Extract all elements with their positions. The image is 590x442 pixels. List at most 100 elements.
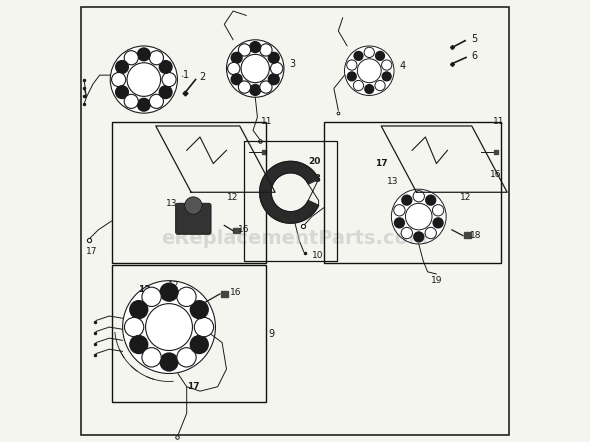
Circle shape <box>231 52 242 64</box>
Circle shape <box>124 51 138 65</box>
Circle shape <box>364 84 375 94</box>
Circle shape <box>124 317 144 337</box>
Circle shape <box>146 304 192 351</box>
Text: 16: 16 <box>238 225 250 234</box>
Circle shape <box>194 317 214 337</box>
Circle shape <box>112 72 126 87</box>
Text: 2: 2 <box>199 72 205 82</box>
Circle shape <box>268 52 280 64</box>
Text: 12: 12 <box>460 193 471 202</box>
Circle shape <box>142 287 161 306</box>
Circle shape <box>347 60 357 70</box>
Circle shape <box>413 231 424 243</box>
Circle shape <box>115 60 129 74</box>
Circle shape <box>382 60 392 70</box>
Circle shape <box>394 205 405 216</box>
Text: 16: 16 <box>230 288 241 297</box>
Text: 11: 11 <box>261 117 272 126</box>
Circle shape <box>425 194 437 206</box>
Text: 10: 10 <box>312 251 324 260</box>
Circle shape <box>189 335 209 354</box>
Circle shape <box>129 300 149 319</box>
Circle shape <box>345 46 394 95</box>
Circle shape <box>260 81 272 93</box>
Circle shape <box>149 51 163 65</box>
Polygon shape <box>464 232 471 238</box>
Text: 6: 6 <box>471 51 477 61</box>
Circle shape <box>159 352 179 372</box>
Text: 16: 16 <box>490 170 502 179</box>
Circle shape <box>375 51 385 61</box>
Circle shape <box>137 47 151 61</box>
Circle shape <box>353 51 363 61</box>
Text: 12: 12 <box>227 193 239 202</box>
Text: 17: 17 <box>187 382 199 391</box>
Text: 3: 3 <box>290 59 296 69</box>
Polygon shape <box>221 291 228 297</box>
Circle shape <box>142 348 161 367</box>
Circle shape <box>432 217 444 229</box>
Circle shape <box>405 203 432 230</box>
Circle shape <box>358 59 381 83</box>
Circle shape <box>394 217 405 229</box>
Circle shape <box>159 85 173 99</box>
Text: 7: 7 <box>267 174 274 184</box>
Bar <box>244 141 337 261</box>
Circle shape <box>260 44 272 56</box>
Circle shape <box>110 46 178 113</box>
Circle shape <box>189 300 209 319</box>
Polygon shape <box>233 228 240 233</box>
Text: 12: 12 <box>168 281 179 290</box>
Circle shape <box>271 62 283 75</box>
Circle shape <box>115 85 129 99</box>
Text: 9: 9 <box>268 329 274 339</box>
Text: 13: 13 <box>139 285 151 294</box>
Text: eReplacementParts.com: eReplacementParts.com <box>162 229 428 248</box>
Text: 17: 17 <box>375 159 388 168</box>
Text: 1: 1 <box>183 70 189 80</box>
Text: 18: 18 <box>470 231 481 240</box>
Circle shape <box>353 80 363 91</box>
Circle shape <box>137 98 151 112</box>
Text: 17: 17 <box>86 248 97 256</box>
Circle shape <box>238 44 251 56</box>
Text: 11: 11 <box>493 117 504 126</box>
Text: 5: 5 <box>471 34 477 44</box>
Bar <box>324 122 500 263</box>
Circle shape <box>249 84 261 96</box>
Circle shape <box>241 54 270 83</box>
Circle shape <box>162 72 176 87</box>
Text: 19: 19 <box>431 276 442 285</box>
Text: 13: 13 <box>165 199 177 208</box>
Polygon shape <box>260 161 319 223</box>
Text: 4: 4 <box>399 61 405 71</box>
Circle shape <box>375 80 385 91</box>
Circle shape <box>185 197 202 214</box>
Circle shape <box>364 47 375 57</box>
Circle shape <box>177 287 196 306</box>
Circle shape <box>238 81 251 93</box>
Circle shape <box>413 191 424 202</box>
Circle shape <box>129 335 149 354</box>
Circle shape <box>432 205 444 216</box>
Circle shape <box>268 73 280 85</box>
Circle shape <box>231 73 242 85</box>
Circle shape <box>127 63 160 96</box>
Bar <box>112 122 266 263</box>
Text: 13: 13 <box>386 177 398 186</box>
Circle shape <box>425 227 437 239</box>
Circle shape <box>123 281 215 373</box>
Circle shape <box>227 40 284 97</box>
Text: 20: 20 <box>309 157 321 166</box>
Circle shape <box>382 71 392 81</box>
Circle shape <box>391 189 446 244</box>
Circle shape <box>249 41 261 53</box>
Text: 8: 8 <box>314 174 320 184</box>
Circle shape <box>347 71 357 81</box>
Circle shape <box>401 227 412 239</box>
Bar <box>112 265 266 402</box>
Circle shape <box>124 94 138 108</box>
Circle shape <box>159 282 179 302</box>
Circle shape <box>159 60 173 74</box>
FancyBboxPatch shape <box>176 203 211 234</box>
